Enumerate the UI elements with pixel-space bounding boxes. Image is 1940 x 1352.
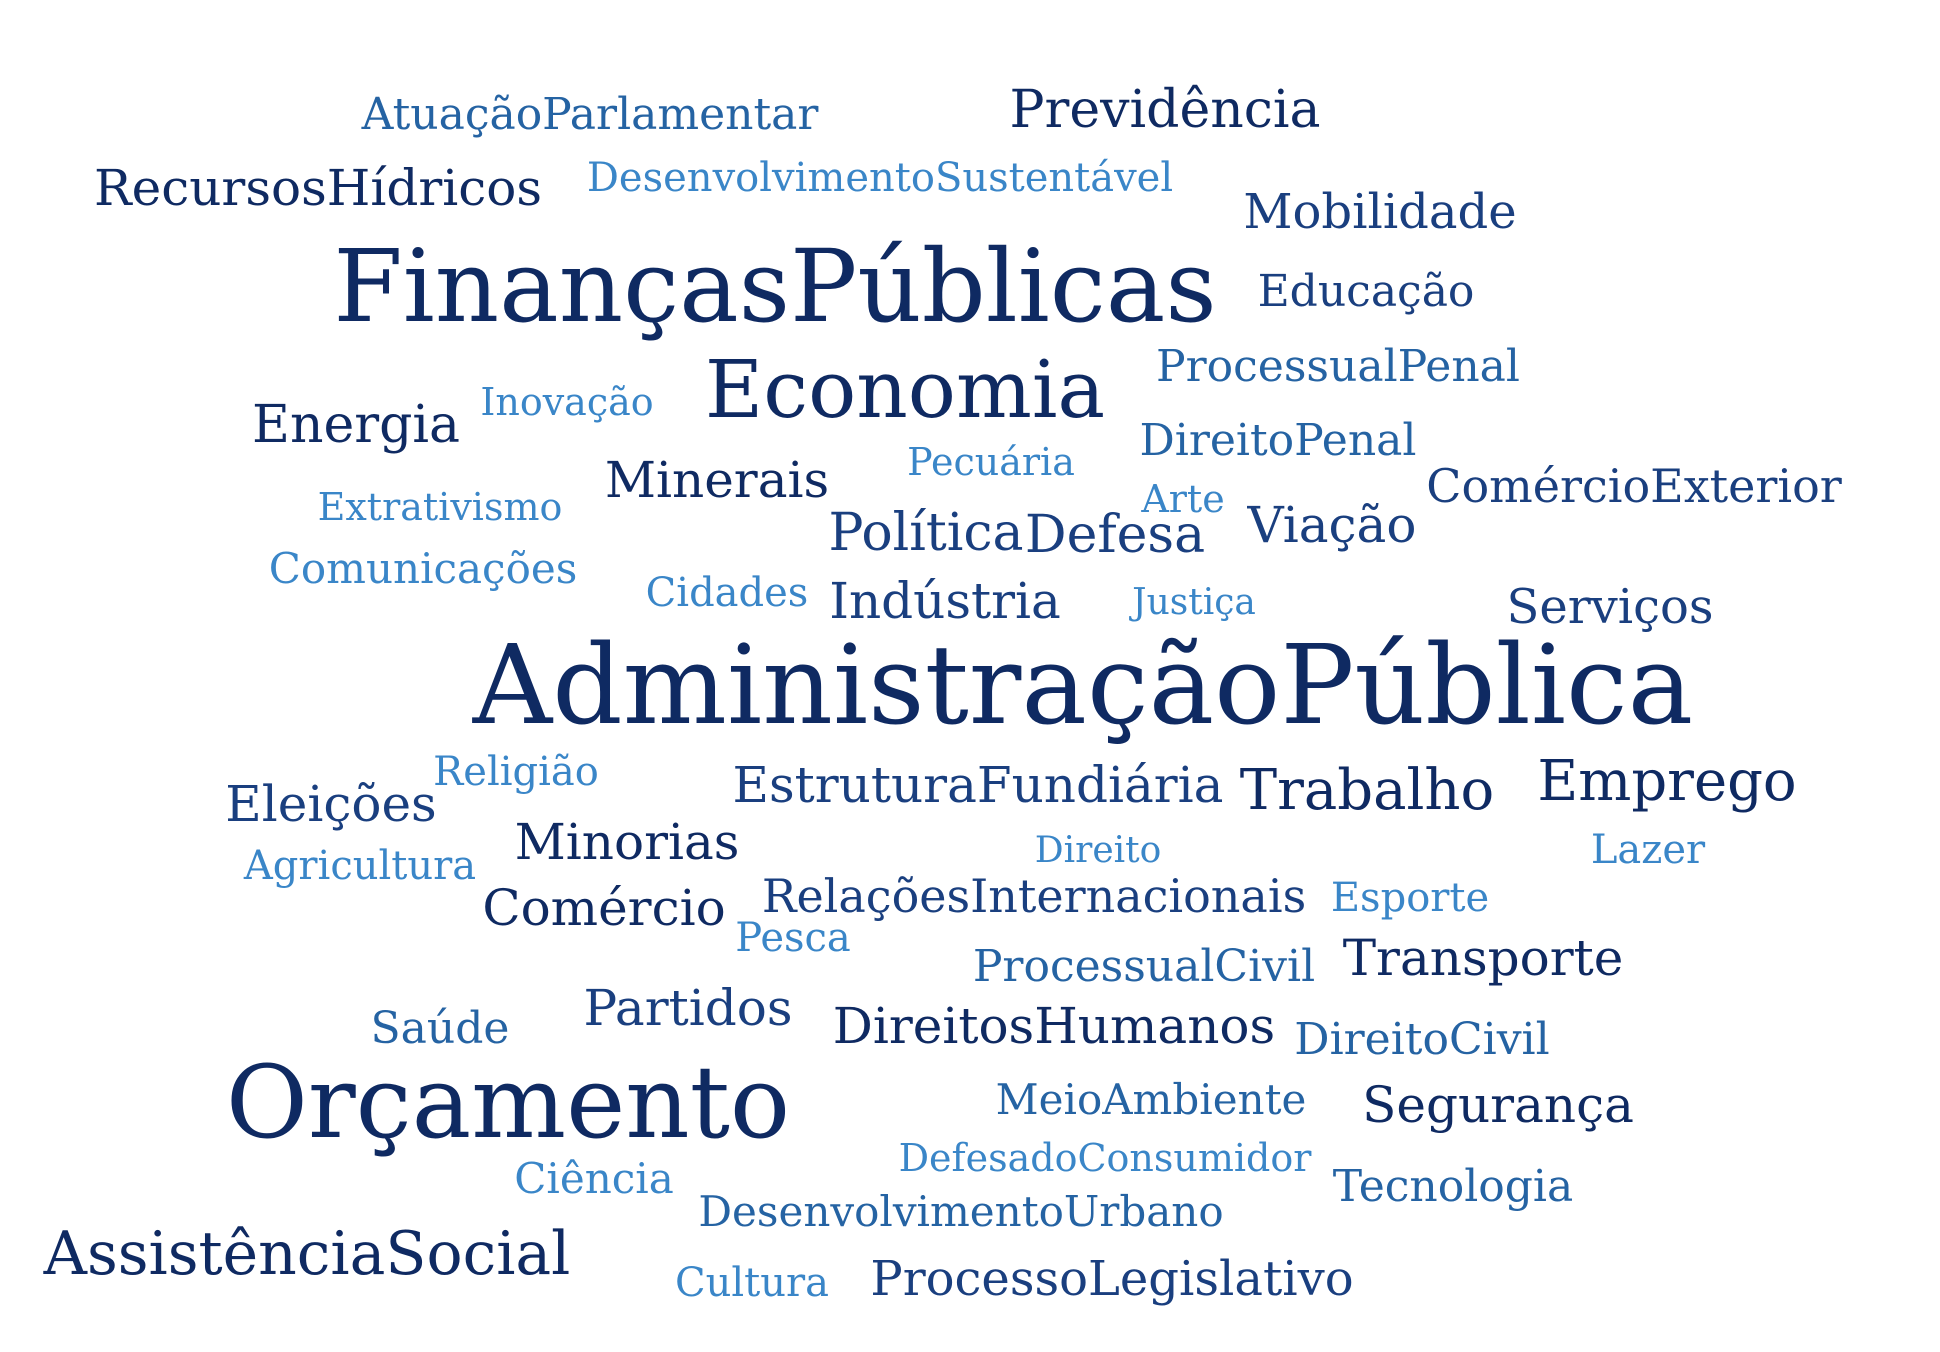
- cloud-word: ProcessualPenal: [1156, 341, 1520, 392]
- cloud-word: Orçamento: [225, 1044, 791, 1161]
- cloud-word: Direito: [1034, 830, 1162, 871]
- cloud-word: Religião: [433, 749, 599, 795]
- cloud-word: ProcessualCivil: [972, 941, 1316, 992]
- cloud-word: FinançasPúblicas: [333, 228, 1217, 345]
- cloud-word: Minerais: [604, 451, 830, 509]
- cloud-word: Ciência: [514, 1154, 674, 1203]
- cloud-word: Cultura: [675, 1260, 829, 1306]
- cloud-word: Energia: [252, 395, 460, 455]
- cloud-word: Pecuária: [907, 440, 1075, 484]
- cloud-word: Esporte: [1330, 875, 1490, 921]
- cloud-word: Comunicações: [268, 544, 578, 593]
- cloud-word: Comércio: [482, 879, 726, 937]
- cloud-word: Emprego: [1537, 749, 1797, 814]
- cloud-word: Tecnologia: [1332, 1161, 1574, 1212]
- cloud-word: Arte: [1141, 477, 1225, 521]
- cloud-word: DireitosHumanos: [832, 997, 1276, 1055]
- cloud-word: Partidos: [583, 979, 793, 1037]
- cloud-word: AdministraçãoPública: [472, 621, 1694, 749]
- cloud-word: Política: [828, 503, 1024, 563]
- cloud-word: DireitoPenal: [1139, 415, 1417, 466]
- cloud-word: Segurança: [1362, 1076, 1634, 1134]
- cloud-word: DireitoCivil: [1294, 1014, 1550, 1065]
- cloud-word: Agricultura: [243, 843, 477, 889]
- cloud-word: RecursosHídricos: [93, 159, 543, 217]
- cloud-word: Cidades: [645, 570, 809, 616]
- cloud-word: RelaçõesInternacionais: [761, 869, 1307, 923]
- cloud-word: Lazer: [1590, 827, 1706, 873]
- cloud-word: Justiça: [1132, 582, 1256, 623]
- cloud-word: Educação: [1257, 266, 1475, 317]
- cloud-word: Saúde: [370, 1003, 510, 1054]
- cloud-word: Indústria: [829, 572, 1061, 630]
- cloud-word: Inovação: [480, 380, 654, 424]
- cloud-word: Transporte: [1342, 929, 1624, 987]
- cloud-word: EstruturaFundiária: [732, 756, 1224, 814]
- cloud-word: ComércioExterior: [1426, 459, 1842, 513]
- cloud-word: MeioAmbiente: [995, 1075, 1307, 1124]
- cloud-word: DesenvolvimentoUrbano: [698, 1187, 1224, 1236]
- cloud-word: AtuaçãoParlamentar: [361, 89, 819, 140]
- cloud-word: Defesa: [1024, 505, 1206, 565]
- cloud-word: Minorias: [514, 813, 740, 871]
- cloud-word: Mobilidade: [1243, 184, 1517, 240]
- cloud-word: Eleições: [225, 775, 437, 833]
- cloud-word: AssistênciaSocial: [43, 1219, 571, 1289]
- cloud-word: Viação: [1247, 496, 1417, 554]
- cloud-word: Serviços: [1506, 579, 1714, 635]
- cloud-word: Extrativismo: [317, 485, 563, 529]
- cloud-word: DesenvolvimentoSustentável: [586, 155, 1174, 201]
- cloud-word: DefesadoConsumidor: [898, 1136, 1312, 1180]
- cloud-word: Previdência: [1009, 80, 1321, 140]
- cloud-word: Trabalho: [1239, 758, 1495, 823]
- cloud-word: ProcessoLegislativo: [870, 1251, 1354, 1307]
- cloud-word: Economia: [704, 343, 1106, 436]
- cloud-word: Pesca: [735, 915, 851, 961]
